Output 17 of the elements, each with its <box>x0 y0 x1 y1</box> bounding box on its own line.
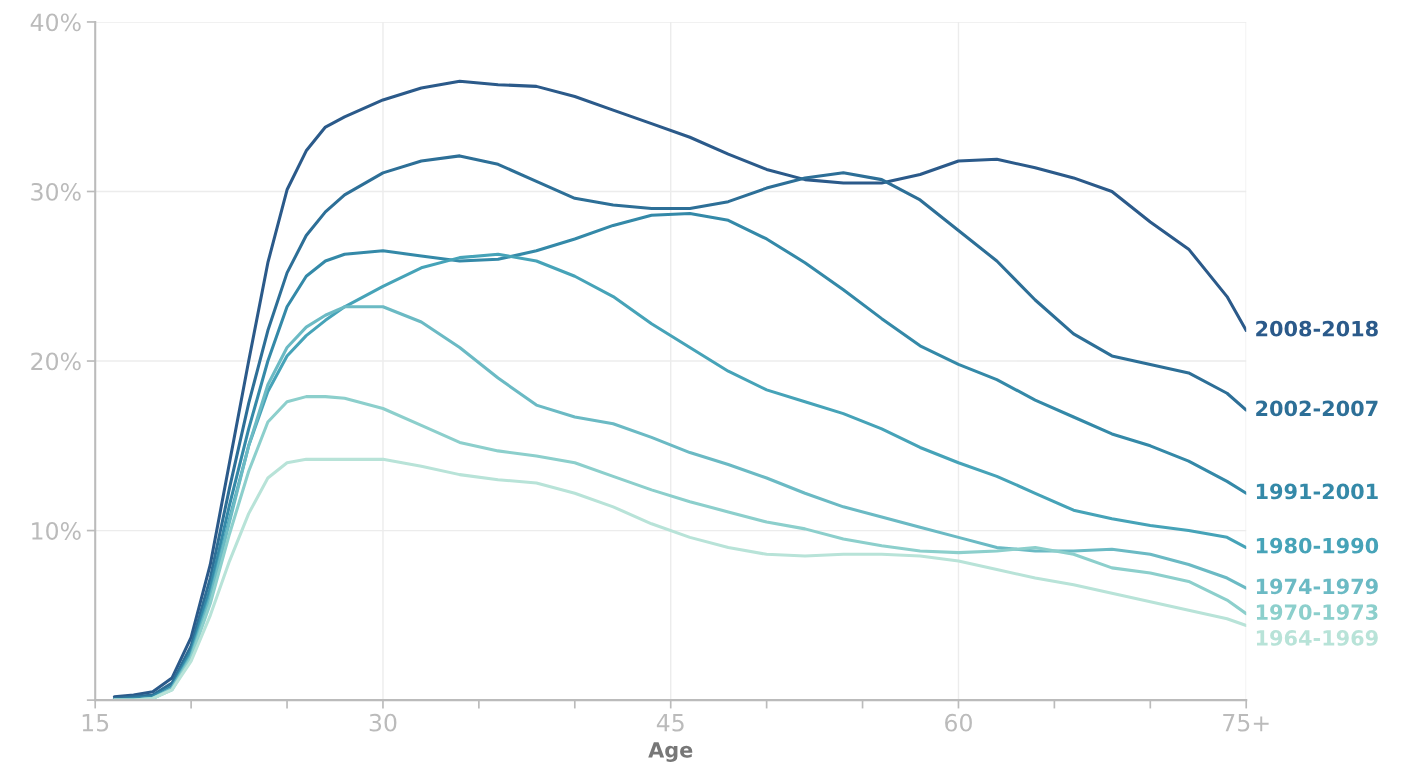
series-label: 1991-2001 <box>1256 483 1378 500</box>
series-label: 1974-1979 <box>1256 578 1378 595</box>
y-tick-label: 20% <box>31 352 81 371</box>
series-label: 2008-2018 <box>1256 320 1378 337</box>
x-tick-label: 60 <box>945 713 972 732</box>
x-tick-label: 30 <box>369 713 397 732</box>
series-label: 2002-2007 <box>1256 400 1378 417</box>
series-label: 1964-1969 <box>1256 630 1378 646</box>
y-tick-label: 40% <box>30 13 81 32</box>
x-axis-title: Age <box>648 742 693 762</box>
y-tick-label: 30% <box>31 182 81 201</box>
x-tick-label: 75+ <box>1223 714 1269 732</box>
series-label: 1980-1990 <box>1256 537 1379 554</box>
series-label: 1970-1973 <box>1256 604 1378 621</box>
x-tick-label: 45 <box>656 714 684 732</box>
y-tick-label: 10% <box>32 522 81 540</box>
x-tick-label: 15 <box>82 714 109 732</box>
